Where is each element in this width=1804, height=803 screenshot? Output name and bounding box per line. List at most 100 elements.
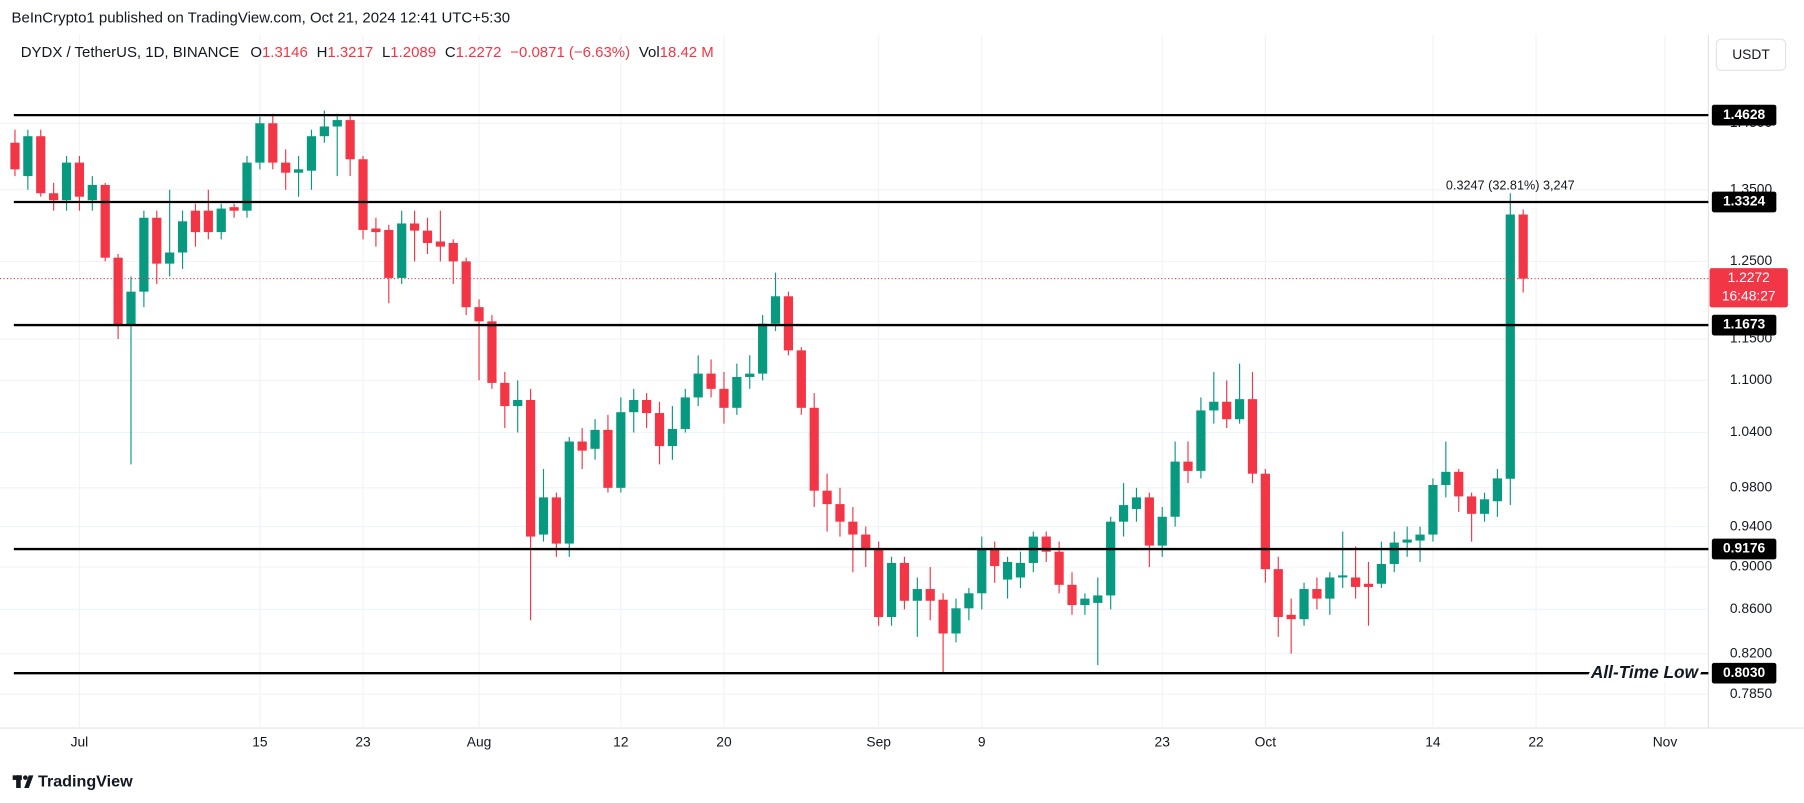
- high-label: H: [317, 44, 328, 61]
- candle-body: [886, 562, 897, 617]
- candle-body: [1183, 461, 1193, 471]
- level-label: 1.1673: [1723, 316, 1766, 332]
- footer-logo: [12, 775, 34, 788]
- candle-body: [1015, 562, 1026, 578]
- candle-body: [281, 162, 291, 173]
- measure-label: 0.3247 (32.81%) 3,247: [1446, 179, 1575, 193]
- candle-body: [899, 562, 910, 601]
- candle-body: [177, 221, 188, 253]
- candle-body: [1273, 569, 1283, 617]
- candle-body: [1505, 214, 1515, 479]
- x-tick-label: Oct: [1255, 734, 1277, 750]
- volume-label: Vol: [639, 44, 660, 61]
- x-tick-label: 23: [1155, 734, 1171, 750]
- candle-body: [1376, 563, 1386, 584]
- candle-body: [732, 376, 742, 408]
- candle-body: [1041, 536, 1051, 552]
- candle-body: [1428, 484, 1438, 535]
- candle-body: [242, 162, 252, 211]
- candle-body: [10, 142, 20, 170]
- candle-body: [190, 210, 201, 233]
- level-label: 1.4628: [1723, 106, 1766, 122]
- candle-body: [1067, 584, 1077, 606]
- candle-body: [848, 521, 858, 535]
- candle-body: [1479, 499, 1490, 514]
- x-tick-label: 12: [613, 734, 628, 750]
- level-label-box: [1711, 538, 1777, 560]
- candle-body: [1441, 471, 1451, 485]
- candle-body: [642, 400, 652, 414]
- candle-body: [1492, 478, 1503, 502]
- y-tick-label: 1.2500: [1730, 252, 1773, 268]
- level-label-box: [1711, 104, 1777, 126]
- x-tick-label: 14: [1425, 734, 1441, 750]
- symbol: DYDX / TetherUS, 1D, BINANCE: [21, 44, 240, 61]
- y-tick-label: 0.8200: [1730, 644, 1773, 660]
- candle-body: [1144, 497, 1154, 546]
- candle-body: [448, 242, 458, 262]
- candle-body: [1222, 401, 1232, 420]
- candle-body: [538, 497, 549, 535]
- candle-body: [990, 548, 1000, 567]
- footer: TradingView: [38, 772, 133, 790]
- candle-body: [1467, 496, 1477, 514]
- level-label: 0.9176: [1723, 540, 1766, 556]
- candle-body: [770, 296, 781, 324]
- candle-body: [461, 261, 471, 308]
- candle-body: [796, 350, 806, 408]
- candle-body: [409, 223, 420, 231]
- candle-body: [1093, 595, 1103, 603]
- x-tick-label: 20: [716, 734, 732, 750]
- currency-button[interactable]: [1715, 38, 1787, 71]
- y-tick-label: 1.0400: [1730, 423, 1773, 439]
- level-label: 0.8030: [1723, 664, 1766, 680]
- candle-body: [1286, 614, 1296, 620]
- candle-body: [551, 497, 561, 544]
- x-tick-label: 22: [1528, 734, 1543, 750]
- level-label-box: [1711, 662, 1777, 684]
- y-tick-label: 0.9800: [1730, 478, 1773, 494]
- x-tick-label: 9: [978, 734, 986, 750]
- candle-body: [1131, 497, 1142, 509]
- candle-body: [165, 252, 175, 264]
- candle-body: [513, 400, 523, 407]
- grid: 1.45001.35001.25001.15001.10001.04000.98…: [0, 34, 1773, 750]
- candle-body: [474, 307, 484, 322]
- level-label-box: [1711, 314, 1777, 336]
- change: −0.0871 (−6.63%): [510, 44, 630, 61]
- candle-body: [912, 589, 922, 601]
- candle-body: [1454, 471, 1464, 497]
- candle-body: [371, 228, 381, 233]
- candle-body: [1209, 401, 1219, 411]
- open-label: O: [250, 44, 262, 61]
- candle-body: [1002, 561, 1013, 580]
- currency[interactable]: USDT: [1732, 46, 1770, 62]
- volume: 18.42 M: [660, 44, 714, 61]
- x-tick-label: Nov: [1653, 734, 1678, 750]
- level-label-box: [1711, 191, 1777, 213]
- candle-body: [977, 548, 987, 594]
- candle-body: [577, 441, 587, 451]
- x-tick-label: Aug: [467, 734, 492, 750]
- candle-body: [719, 388, 729, 408]
- candle-body: [139, 217, 149, 292]
- candle-body: [667, 428, 678, 447]
- candle-body: [1247, 399, 1258, 474]
- candle-body: [1415, 534, 1425, 541]
- candle-body: [1338, 575, 1348, 578]
- candle-body: [1402, 539, 1412, 543]
- close-value: 1.2272: [456, 44, 502, 61]
- candle-body: [268, 123, 278, 163]
- candle-body: [822, 490, 832, 505]
- countdown: 16:48:27: [1722, 288, 1776, 304]
- candle-body: [216, 208, 226, 233]
- candle-body: [1080, 598, 1090, 606]
- x-tick-label: Sep: [866, 734, 891, 750]
- y-tick-label: 0.9400: [1730, 517, 1773, 533]
- candle-body: [745, 373, 755, 377]
- candle-body: [345, 120, 355, 160]
- x-tick-label: 23: [355, 734, 371, 750]
- candle-body: [113, 257, 123, 326]
- last-price-label: 1.2272: [1728, 269, 1770, 285]
